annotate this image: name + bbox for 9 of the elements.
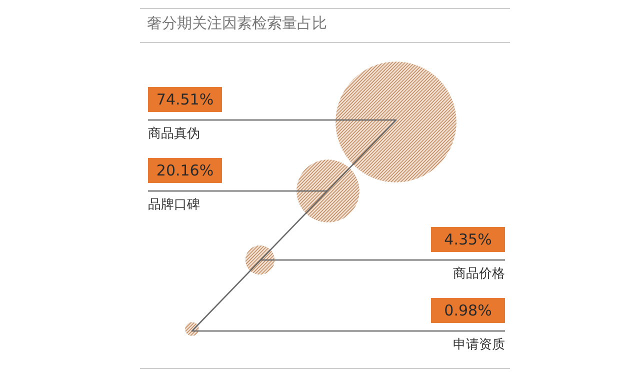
data-label: 0.98%: [444, 301, 492, 320]
category-label: 申请资质: [453, 337, 505, 352]
data-label: 20.16%: [156, 161, 214, 180]
text: 奢分期关注因素检索量占比: [147, 14, 327, 33]
category-label: 商品真伪: [148, 126, 200, 142]
category-label: 品牌口碑: [148, 197, 200, 212]
data-label: 74.51%: [156, 90, 214, 108]
category-label: 商品价格: [453, 266, 505, 282]
data-label: 4.35%: [444, 230, 492, 248]
